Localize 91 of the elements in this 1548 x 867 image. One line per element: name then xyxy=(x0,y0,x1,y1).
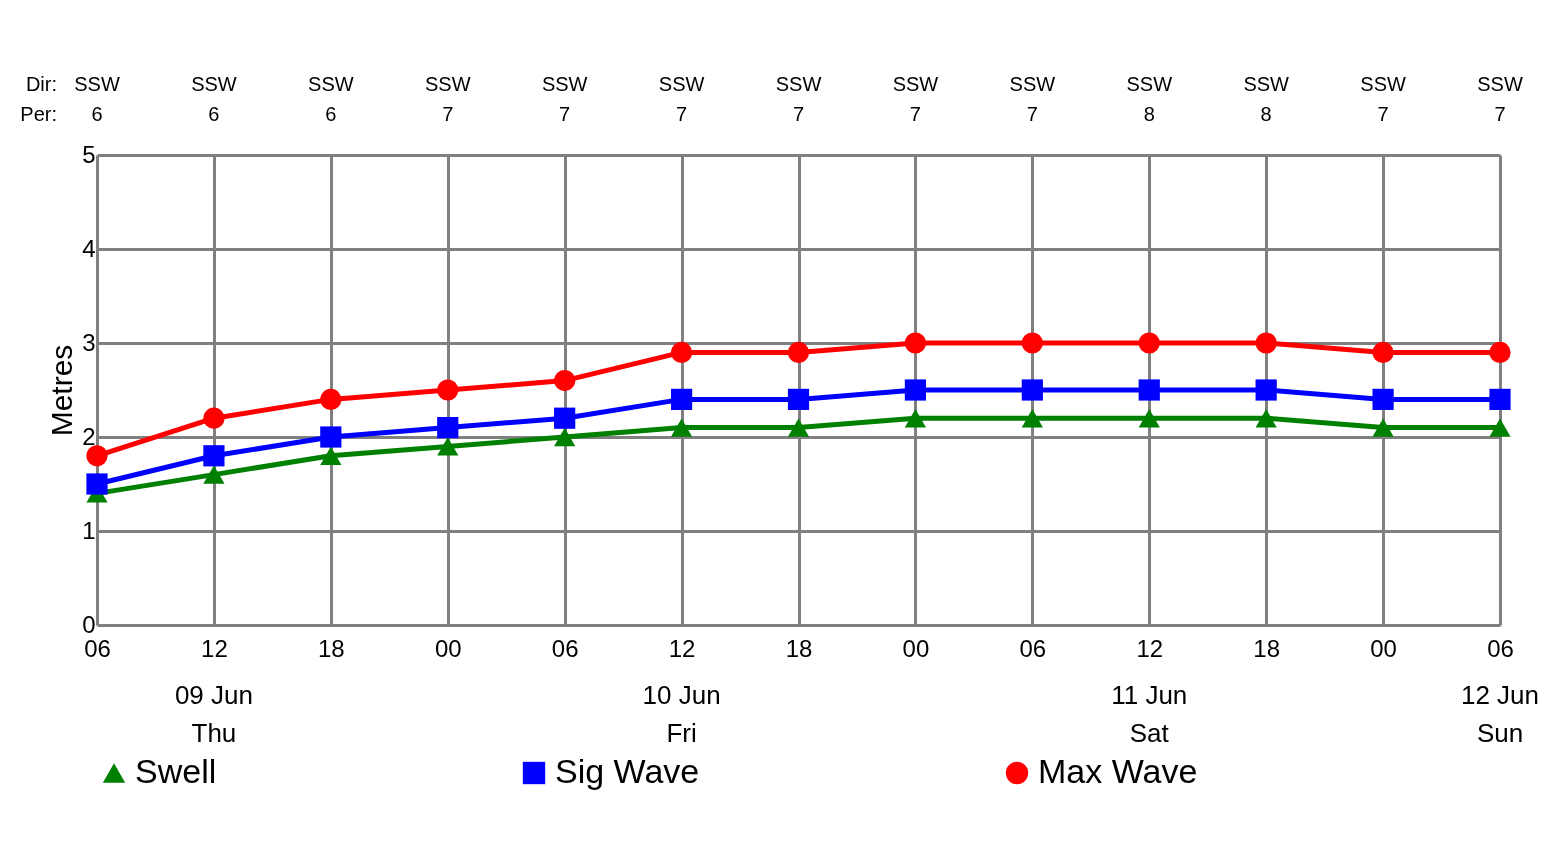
point xyxy=(1138,332,1160,354)
point xyxy=(86,445,108,467)
point xyxy=(1372,418,1394,437)
text: SSW xyxy=(658,73,705,95)
x-tick-label: 12 xyxy=(1136,634,1164,662)
text: 7 xyxy=(1026,103,1038,125)
point xyxy=(320,446,342,465)
x-tick-label: 12 xyxy=(668,634,696,662)
x-tick-label: 18 xyxy=(785,634,813,662)
point xyxy=(904,379,927,401)
x-tick-label: 06 xyxy=(1487,634,1514,662)
text: SSW xyxy=(424,73,471,95)
text: 7 xyxy=(1377,103,1389,125)
point xyxy=(1021,379,1043,401)
text: SSW xyxy=(1360,73,1406,95)
point xyxy=(1489,418,1511,437)
legend-label: Swell xyxy=(135,752,217,790)
point xyxy=(670,341,693,363)
point xyxy=(203,465,225,484)
text: 8 xyxy=(1260,103,1272,125)
point xyxy=(203,407,225,429)
point xyxy=(1021,409,1043,428)
y-tick-label: 1 xyxy=(82,516,96,544)
text: SSW xyxy=(1243,73,1290,95)
point xyxy=(554,370,576,392)
point xyxy=(1372,388,1394,411)
text: 10 Jun Fri xyxy=(642,680,721,748)
point xyxy=(1255,409,1277,428)
point xyxy=(1138,409,1160,428)
y-axis-title: Metres xyxy=(45,344,79,437)
point xyxy=(1138,379,1160,401)
point xyxy=(554,407,576,429)
point xyxy=(437,437,459,456)
text: 09 Jun Thu xyxy=(174,680,253,748)
point xyxy=(787,388,810,411)
point xyxy=(320,426,342,448)
text: SSW xyxy=(1126,73,1173,95)
text: Per: xyxy=(20,103,57,125)
x-tick-label: 00 xyxy=(902,634,930,662)
text: 6 xyxy=(208,103,220,125)
x-tick-label: 12 xyxy=(201,634,228,662)
y-tick-label: 5 xyxy=(82,140,96,168)
x-tick-label: 18 xyxy=(1253,634,1281,662)
y-tick-label: 3 xyxy=(82,328,96,356)
x-tick-label: 18 xyxy=(317,634,345,662)
point xyxy=(437,416,459,439)
point xyxy=(904,409,927,428)
text: SSW xyxy=(541,73,588,95)
y-tick-label: 2 xyxy=(82,422,96,450)
text: 6 xyxy=(91,103,103,125)
point xyxy=(1021,332,1043,354)
text: SSW xyxy=(1009,73,1056,95)
text: 7 xyxy=(1494,103,1506,125)
point xyxy=(787,341,810,363)
text: 8 xyxy=(1143,103,1155,125)
point xyxy=(1489,341,1511,363)
text: SSW xyxy=(74,73,120,95)
point xyxy=(437,379,459,401)
point xyxy=(670,418,693,437)
x-tick-label: 00 xyxy=(434,634,462,662)
y-tick-label: 4 xyxy=(82,234,96,262)
point xyxy=(1489,388,1511,411)
point xyxy=(1255,332,1277,354)
text: 7 xyxy=(442,103,454,125)
legend-label: Max Wave xyxy=(1038,752,1198,790)
text: 7 xyxy=(559,103,571,125)
point xyxy=(1255,379,1277,401)
x-tick-label: 00 xyxy=(1370,634,1397,662)
point xyxy=(320,388,342,410)
text: 7 xyxy=(909,103,921,125)
text: 6 xyxy=(325,103,337,125)
point xyxy=(203,445,225,467)
text: SSW xyxy=(308,73,354,95)
x-tick-label: 06 xyxy=(551,634,579,662)
text: SSW xyxy=(1477,73,1523,95)
text: 7 xyxy=(676,103,688,125)
text: 11 Jun Sat xyxy=(1111,680,1188,748)
text: Dir: xyxy=(25,73,57,95)
x-tick-label: 06 xyxy=(1019,634,1047,662)
text: SSW xyxy=(775,73,822,95)
point xyxy=(86,473,108,495)
point xyxy=(787,418,810,437)
point xyxy=(670,388,693,411)
text: 7 xyxy=(792,103,805,125)
point xyxy=(554,427,576,447)
text: SSW xyxy=(892,73,939,95)
point xyxy=(1372,341,1394,363)
point xyxy=(904,332,927,354)
text: 12 Jun Sun xyxy=(1460,680,1540,748)
text: SSW xyxy=(191,73,237,95)
legend-label: Sig Wave xyxy=(555,752,700,790)
